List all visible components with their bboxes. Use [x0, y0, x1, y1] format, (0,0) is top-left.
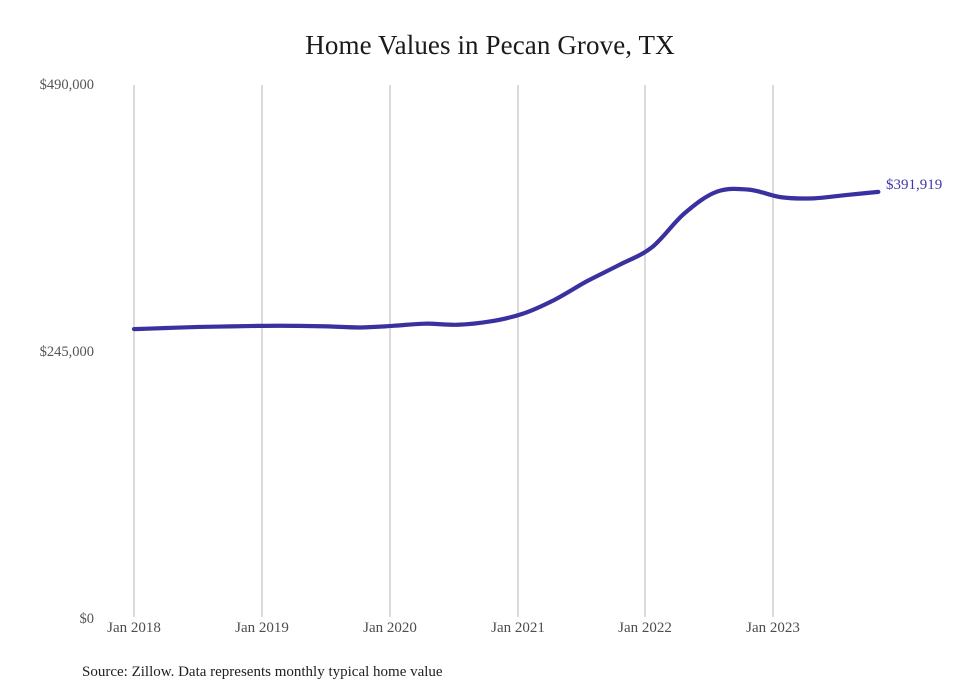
- x-axis-tick-jan-2021: Jan 2021: [491, 620, 545, 636]
- gridlines-vertical: [133, 85, 774, 617]
- y-axis-tick-top: $490,000: [39, 77, 94, 93]
- x-axis-tick-jan-2020: Jan 2020: [363, 620, 417, 636]
- chart-title: Home Values in Pecan Grove, TX: [305, 30, 675, 60]
- source-note: Source: Zillow. Data represents monthly …: [82, 664, 443, 680]
- x-axis-tick-jan-2018: Jan 2018: [107, 620, 161, 636]
- y-axis-tick-mid: $245,000: [39, 344, 94, 360]
- x-axis-tick-jan-2022: Jan 2022: [618, 620, 672, 636]
- x-axis-tick-jan-2019: Jan 2019: [235, 620, 289, 636]
- x-axis-tick-jan-2023: Jan 2023: [746, 620, 800, 636]
- data-line-series: [131, 186, 881, 332]
- series-end-value-label: $391,919: [886, 177, 943, 193]
- y-axis-tick-bottom: $0: [79, 611, 95, 627]
